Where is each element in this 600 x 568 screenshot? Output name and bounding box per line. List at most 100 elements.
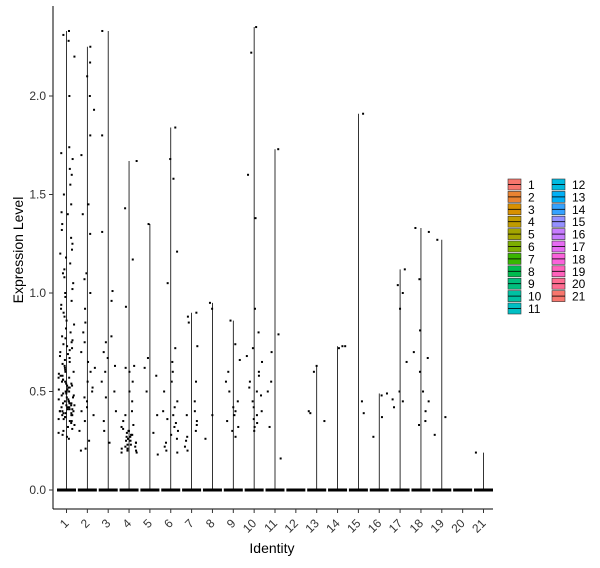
data-point bbox=[135, 449, 138, 452]
legend-item-15: 15 bbox=[551, 215, 586, 229]
data-point bbox=[156, 453, 159, 456]
data-point bbox=[337, 347, 340, 350]
data-point bbox=[67, 398, 70, 401]
data-point bbox=[125, 431, 128, 434]
data-point bbox=[57, 398, 60, 401]
points-11 bbox=[266, 148, 282, 460]
data-point bbox=[71, 339, 74, 342]
data-point bbox=[66, 353, 69, 356]
legend-label: 10 bbox=[528, 290, 542, 304]
data-point bbox=[80, 410, 83, 413]
legend-label: 15 bbox=[572, 215, 586, 229]
data-point bbox=[57, 388, 60, 391]
data-point bbox=[65, 404, 68, 407]
data-point bbox=[165, 449, 168, 452]
legend-label: 2 bbox=[528, 190, 535, 204]
legend-item-5: 5 bbox=[507, 228, 535, 242]
data-point bbox=[62, 412, 65, 415]
data-point bbox=[362, 112, 365, 115]
data-point bbox=[133, 364, 136, 367]
data-point bbox=[83, 420, 86, 423]
data-point bbox=[72, 396, 75, 399]
data-point bbox=[174, 422, 177, 425]
data-point bbox=[60, 307, 63, 310]
data-point bbox=[147, 223, 150, 226]
y-axis-title: Expression Level bbox=[10, 197, 26, 304]
x-tick-label: 12 bbox=[282, 516, 302, 536]
data-point bbox=[270, 380, 273, 383]
data-point bbox=[185, 439, 188, 442]
data-point bbox=[257, 374, 260, 377]
legend-item-16: 16 bbox=[551, 228, 586, 242]
violin-6 bbox=[161, 127, 181, 492]
data-point bbox=[204, 437, 207, 440]
violin-12 bbox=[286, 488, 306, 492]
data-point bbox=[60, 152, 63, 155]
legend-label: 16 bbox=[572, 228, 586, 242]
zero-value-points bbox=[119, 488, 139, 492]
data-point bbox=[61, 433, 64, 436]
data-point bbox=[129, 439, 132, 442]
data-point bbox=[156, 414, 159, 417]
legend-label: 12 bbox=[572, 178, 586, 192]
data-point bbox=[66, 388, 69, 391]
data-point bbox=[63, 366, 66, 369]
data-point bbox=[231, 429, 234, 432]
data-point bbox=[86, 75, 89, 78]
data-point bbox=[59, 374, 62, 377]
violin-18 bbox=[411, 227, 431, 492]
data-point bbox=[70, 203, 73, 206]
x-axis-title: Identity bbox=[249, 540, 294, 556]
data-point bbox=[427, 400, 430, 403]
data-point bbox=[61, 362, 64, 365]
zero-value-points bbox=[244, 488, 264, 492]
data-point bbox=[385, 392, 388, 395]
data-point bbox=[104, 396, 107, 399]
x-tick-label: 5 bbox=[140, 516, 155, 531]
violin-14 bbox=[328, 346, 348, 492]
points-13 bbox=[307, 364, 326, 423]
data-point bbox=[61, 223, 64, 226]
data-point bbox=[185, 414, 188, 417]
data-point bbox=[132, 423, 135, 426]
points-15 bbox=[360, 112, 365, 415]
data-point bbox=[433, 433, 436, 436]
data-point bbox=[124, 207, 127, 210]
points-18 bbox=[412, 226, 430, 426]
data-point bbox=[174, 126, 177, 129]
data-point bbox=[66, 213, 69, 216]
legend-item-12: 12 bbox=[551, 178, 586, 192]
zero-value-points bbox=[474, 488, 493, 492]
data-point bbox=[62, 429, 65, 432]
data-point bbox=[70, 341, 73, 344]
data-point bbox=[71, 408, 74, 411]
data-point bbox=[64, 370, 67, 373]
data-point bbox=[129, 435, 132, 438]
data-point bbox=[195, 420, 198, 423]
legend-label: 3 bbox=[528, 203, 535, 217]
legend-label: 8 bbox=[528, 265, 535, 279]
y-tick-label: 1.0 bbox=[29, 286, 46, 300]
data-point bbox=[88, 95, 91, 97]
data-point bbox=[101, 134, 104, 137]
y-tick-label: 0.5 bbox=[29, 385, 46, 399]
legend-item-4: 4 bbox=[507, 215, 535, 229]
data-point bbox=[129, 443, 132, 446]
data-point bbox=[60, 228, 63, 231]
data-point bbox=[86, 406, 89, 409]
data-point bbox=[60, 380, 63, 383]
data-point bbox=[89, 134, 92, 137]
data-point bbox=[194, 429, 197, 432]
data-point bbox=[81, 213, 84, 216]
data-point bbox=[61, 378, 64, 381]
data-point bbox=[187, 321, 190, 324]
data-point bbox=[124, 366, 127, 369]
violin-19 bbox=[432, 239, 452, 492]
data-point bbox=[162, 410, 165, 413]
data-point bbox=[63, 315, 66, 318]
points-9 bbox=[224, 319, 241, 438]
data-point bbox=[113, 364, 116, 367]
data-point bbox=[67, 39, 70, 42]
zero-value-points bbox=[411, 488, 431, 492]
